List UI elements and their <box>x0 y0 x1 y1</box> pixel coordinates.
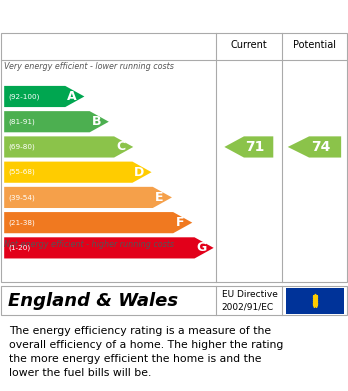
Polygon shape <box>4 161 152 183</box>
Polygon shape <box>4 86 85 107</box>
Polygon shape <box>4 237 214 258</box>
Text: (39-54): (39-54) <box>8 194 35 201</box>
Polygon shape <box>288 136 341 158</box>
Text: EU Directive
2002/91/EC: EU Directive 2002/91/EC <box>222 290 278 311</box>
Polygon shape <box>4 136 133 158</box>
Text: England & Wales: England & Wales <box>8 292 178 310</box>
Text: The energy efficiency rating is a measure of the
overall efficiency of a home. T: The energy efficiency rating is a measur… <box>9 326 283 378</box>
Text: Energy Efficiency Rating: Energy Efficiency Rating <box>9 8 219 23</box>
Text: C: C <box>116 140 125 153</box>
Text: G: G <box>196 241 206 255</box>
Text: (1-20): (1-20) <box>8 245 30 251</box>
Polygon shape <box>4 212 192 233</box>
Text: (55-68): (55-68) <box>8 169 35 176</box>
Text: F: F <box>176 216 184 229</box>
Bar <box>286 288 344 314</box>
Text: Potential: Potential <box>293 40 336 50</box>
Polygon shape <box>4 187 172 208</box>
Polygon shape <box>224 136 273 158</box>
Text: (21-38): (21-38) <box>8 219 35 226</box>
Text: A: A <box>67 90 77 103</box>
Text: D: D <box>134 166 144 179</box>
Text: (81-91): (81-91) <box>8 118 35 125</box>
Polygon shape <box>4 111 109 132</box>
Text: Very energy efficient - lower running costs: Very energy efficient - lower running co… <box>4 62 174 71</box>
Text: Not energy efficient - higher running costs: Not energy efficient - higher running co… <box>4 240 174 249</box>
Text: Current: Current <box>230 40 267 50</box>
Text: (92-100): (92-100) <box>8 93 40 100</box>
Text: (69-80): (69-80) <box>8 144 35 150</box>
Text: 74: 74 <box>311 140 331 154</box>
Text: E: E <box>155 191 164 204</box>
Text: 71: 71 <box>245 140 264 154</box>
Text: B: B <box>92 115 101 128</box>
